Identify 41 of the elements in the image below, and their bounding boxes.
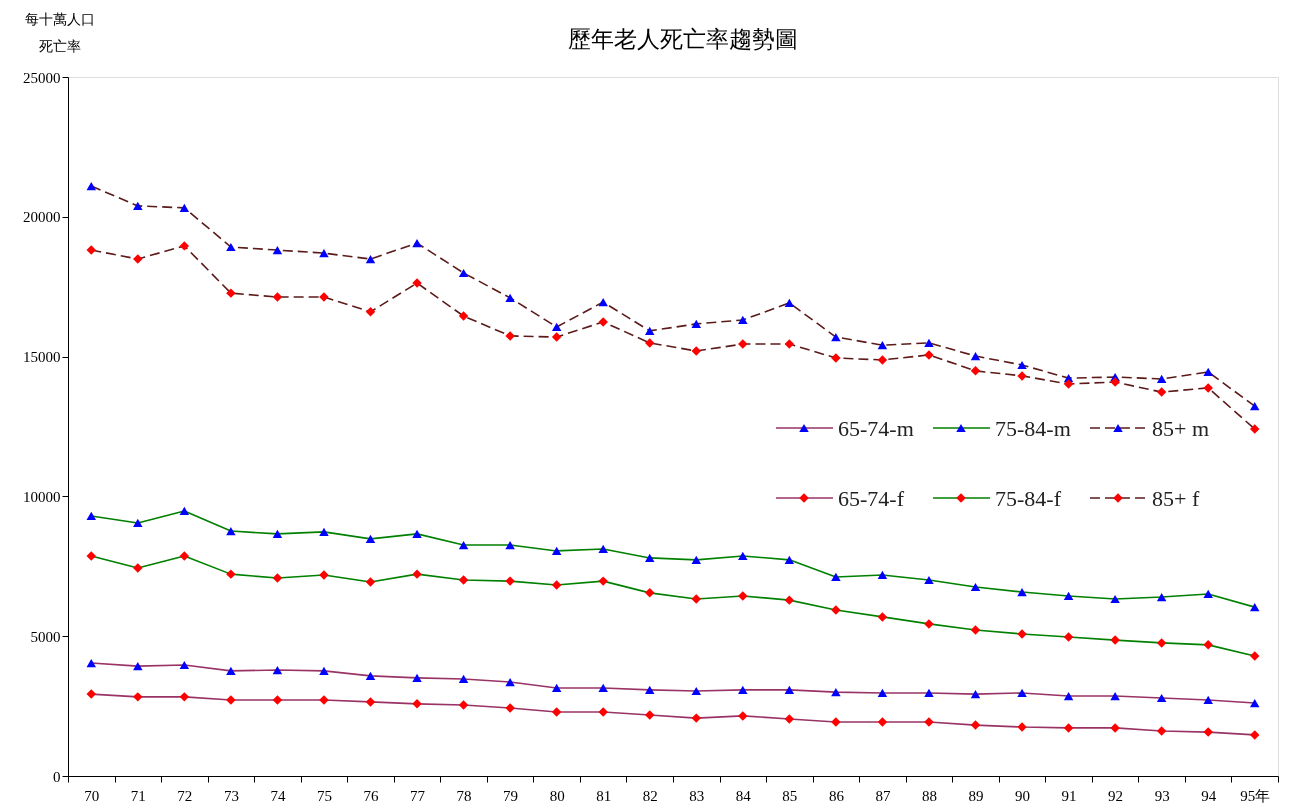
y-tick-label: 10000: [23, 488, 61, 505]
x-tick-label: 85: [782, 787, 798, 804]
y-tick-label: 15000: [23, 349, 61, 366]
x-tick-label: 79: [503, 787, 519, 804]
x-tick-label: 74: [270, 787, 286, 804]
x-tick-label: 75: [316, 787, 332, 804]
legend-label: 65-74-m: [838, 416, 914, 441]
text: 死亡率: [39, 39, 81, 54]
x-tick-label: 73: [223, 787, 239, 804]
x-tick-label: 90: [1015, 787, 1031, 804]
y-tick-label: 25000: [23, 69, 61, 86]
x-tick-label: 88: [921, 787, 937, 804]
y-tick-label: 5000: [30, 628, 61, 645]
legend-label: 85+ m: [1152, 416, 1210, 441]
chart-title: 歷年老人死亡率趨勢圖: [568, 27, 798, 52]
legend-label: 65-74-f: [838, 486, 905, 511]
x-tick-label: 94: [1201, 787, 1217, 804]
x-tick-label: 83: [689, 787, 705, 804]
x-tick-label: 78: [456, 787, 472, 804]
y-tick-label: 20000: [23, 209, 61, 226]
x-tick-label: 86: [828, 787, 845, 804]
y-tick-label: 0: [53, 768, 61, 785]
x-tick-label: 77: [410, 787, 426, 804]
x-tick-label: 76: [363, 787, 379, 804]
legend-label: 75-84-m: [995, 416, 1071, 441]
x-tick-label: 95年: [1240, 787, 1271, 804]
x-tick-label: 92: [1108, 787, 1124, 804]
y-axis-title: 每十萬人口: [25, 12, 95, 27]
x-tick-label: 84: [735, 787, 752, 804]
legend-label: 85+ f: [1152, 486, 1200, 511]
x-tick-label: 72: [177, 787, 193, 804]
x-tick-label: 91: [1061, 787, 1077, 804]
x-tick-label: 70: [84, 787, 100, 804]
x-tick-label: 81: [596, 787, 612, 804]
legend-label: 75-84-f: [995, 486, 1062, 511]
x-tick-label: 93: [1154, 787, 1170, 804]
x-tick-label: 82: [642, 787, 658, 804]
x-tick-label: 87: [875, 787, 891, 804]
x-tick-label: 80: [549, 787, 565, 804]
x-tick-label: 89: [968, 787, 984, 804]
x-tick-label: 71: [130, 787, 146, 804]
